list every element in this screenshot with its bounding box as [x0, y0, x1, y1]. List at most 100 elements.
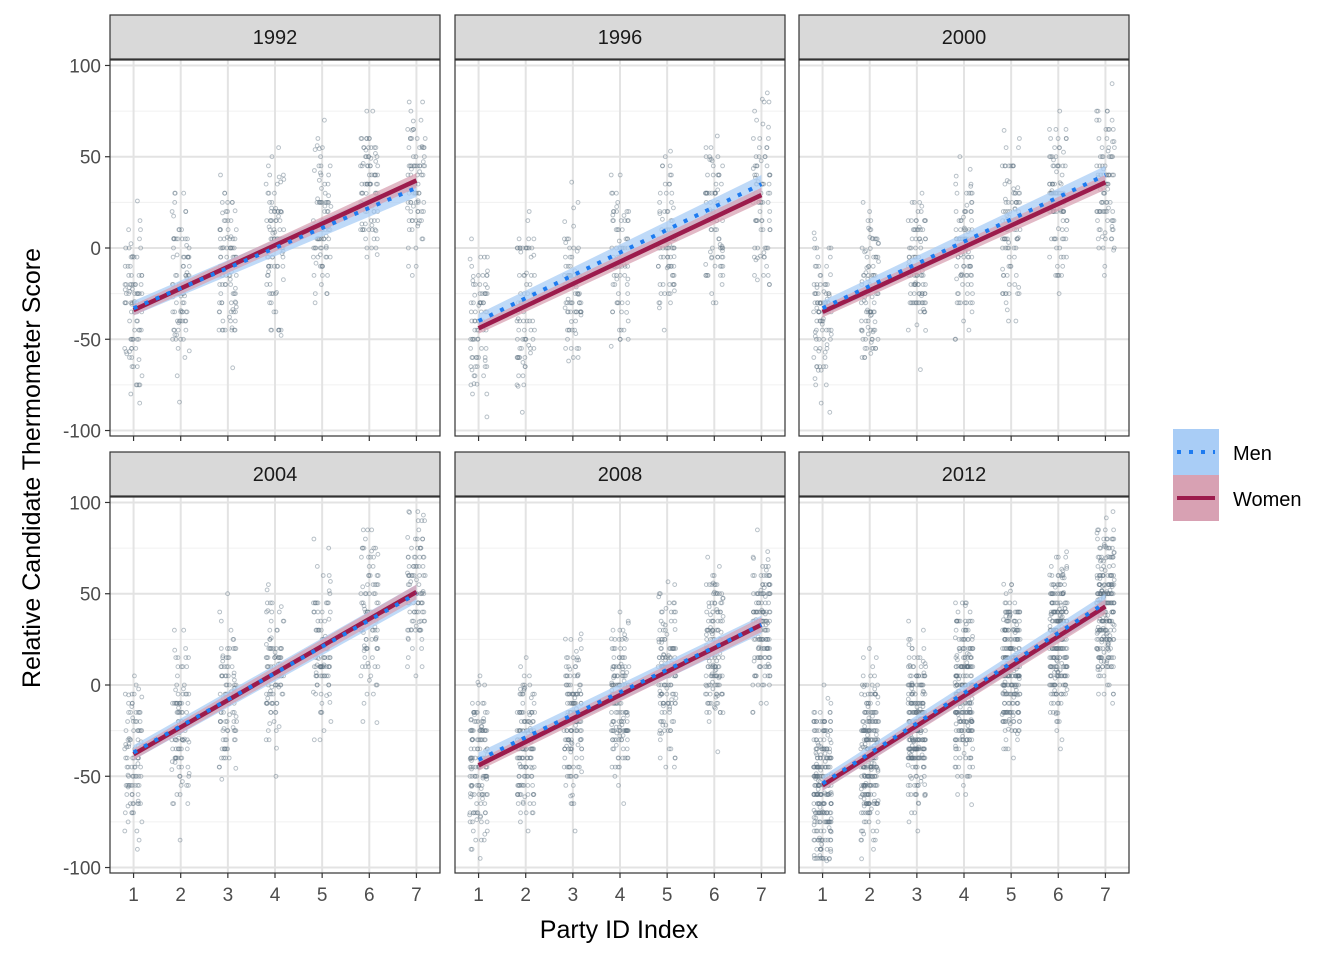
data-point	[873, 236, 879, 242]
data-point	[571, 205, 576, 211]
data-point	[618, 327, 624, 333]
data-point	[176, 318, 182, 324]
data-point	[170, 700, 175, 706]
data-point	[415, 200, 421, 205]
data-point	[272, 263, 277, 269]
data-point	[516, 355, 522, 360]
data-point	[754, 117, 759, 123]
data-point	[1006, 240, 1011, 245]
data-point	[1103, 209, 1108, 214]
data-point	[568, 309, 573, 315]
data-point	[276, 174, 282, 180]
data-point	[818, 300, 823, 306]
data-point	[122, 287, 128, 293]
data-point	[368, 155, 374, 161]
data-point	[418, 117, 424, 123]
data-point	[922, 291, 928, 297]
data-point	[322, 181, 328, 187]
data-point	[220, 318, 226, 324]
data-point	[967, 263, 973, 269]
data-point	[526, 245, 532, 251]
data-point	[968, 183, 974, 189]
data-point	[1002, 163, 1008, 169]
data-point	[819, 327, 825, 333]
data-point	[656, 263, 661, 269]
data-point	[709, 158, 715, 164]
data-point	[127, 355, 132, 360]
data-point	[130, 719, 136, 724]
data-point	[752, 108, 757, 114]
data-point	[1050, 163, 1056, 169]
data-point	[865, 309, 871, 315]
data-point	[129, 792, 135, 797]
data-point	[129, 792, 135, 797]
data-point	[624, 282, 630, 287]
data-point	[919, 273, 925, 278]
data-point	[522, 273, 527, 278]
data-point	[177, 837, 183, 843]
data-point	[525, 218, 531, 224]
data-point	[228, 309, 234, 315]
data-point	[921, 300, 927, 306]
data-point	[562, 305, 568, 311]
data-point	[174, 682, 180, 688]
data-point	[1013, 190, 1018, 196]
data-point	[920, 300, 925, 306]
data-point	[531, 252, 537, 258]
data-point	[869, 312, 874, 318]
data-point	[715, 254, 721, 260]
data-point	[372, 172, 377, 178]
data-point	[369, 527, 375, 533]
data-point	[1047, 126, 1052, 132]
data-point	[914, 322, 920, 328]
data-point	[220, 737, 226, 743]
data-point	[374, 646, 380, 651]
data-point	[267, 200, 273, 205]
data-point	[666, 291, 671, 297]
data-point	[263, 737, 269, 743]
data-point	[371, 554, 377, 560]
data-point	[1000, 209, 1006, 214]
data-point	[719, 282, 725, 287]
data-point	[1097, 227, 1103, 233]
data-point	[182, 355, 188, 360]
data-point	[817, 364, 823, 370]
data-point	[374, 600, 380, 606]
data-point	[913, 218, 919, 224]
data-point	[326, 664, 332, 670]
y-tick-label: 50	[80, 148, 101, 169]
data-point	[908, 300, 914, 306]
data-point	[184, 691, 190, 697]
data-point	[576, 300, 582, 306]
data-point	[1105, 148, 1111, 154]
data-point	[1002, 236, 1008, 242]
data-point	[371, 236, 377, 242]
data-point	[409, 273, 415, 278]
data-point	[962, 300, 968, 306]
data-point	[712, 263, 718, 269]
data-point	[1110, 227, 1116, 233]
data-point	[953, 209, 959, 214]
data-point	[183, 209, 189, 214]
data-point	[174, 700, 180, 706]
data-point	[815, 291, 821, 297]
data-point	[174, 373, 180, 379]
data-point	[623, 236, 629, 242]
data-point	[358, 190, 364, 196]
data-point	[517, 245, 523, 251]
data-point	[477, 300, 483, 306]
data-point	[219, 746, 225, 752]
data-point	[1060, 209, 1065, 214]
data-point	[667, 291, 673, 297]
strip-label: 2004	[253, 464, 298, 486]
data-point	[1096, 117, 1102, 123]
data-point	[1108, 236, 1114, 242]
data-point	[123, 282, 129, 287]
data-point	[363, 637, 369, 642]
data-point	[311, 737, 317, 743]
data-point	[669, 172, 674, 178]
data-point	[179, 227, 185, 233]
data-point	[1110, 209, 1116, 214]
data-point	[366, 172, 372, 178]
data-point	[129, 700, 135, 706]
